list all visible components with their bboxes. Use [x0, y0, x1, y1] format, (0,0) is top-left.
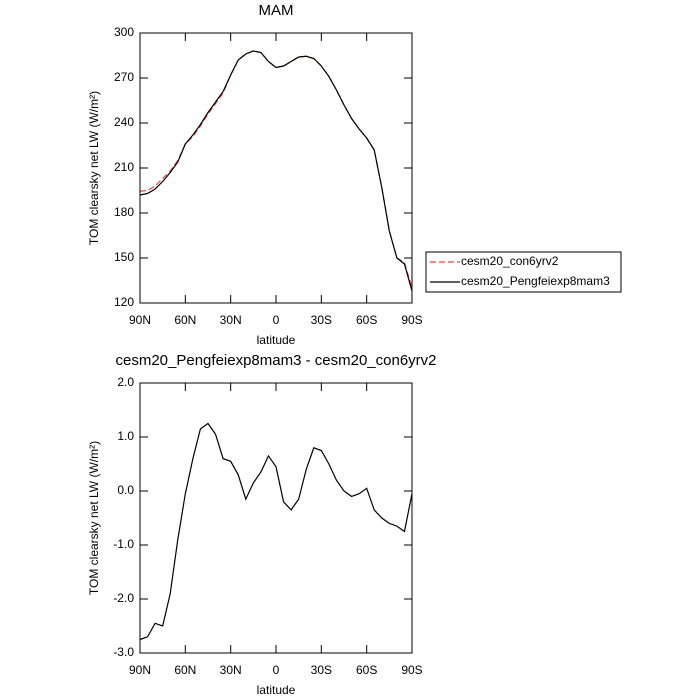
- plot-frame: [139, 382, 413, 654]
- x-axis-label: latitude: [257, 683, 296, 697]
- y-tick-label: 270: [114, 70, 134, 84]
- legend-label: cesm20_Pengfeiexp8mam3: [461, 274, 610, 288]
- y-tick-label: 240: [114, 115, 134, 129]
- x-tick-label: 90S: [401, 663, 422, 677]
- y-tick-label: -2.0: [113, 591, 134, 605]
- data-line: [139, 50, 413, 289]
- x-tick-label: 0: [273, 313, 280, 327]
- y-tick-label: 1.0: [117, 429, 134, 443]
- y-tick-label: -3.0: [113, 645, 134, 659]
- x-tick-label: 60S: [356, 313, 377, 327]
- x-tick-label: 60N: [174, 313, 196, 327]
- x-tick-label: 30S: [311, 663, 332, 677]
- y-tick-label: 120: [114, 295, 134, 309]
- chart-title: MAM: [259, 2, 294, 19]
- x-tick-label: 30N: [220, 313, 242, 327]
- x-tick-label: 60N: [174, 663, 196, 677]
- plot-frame: [139, 32, 413, 304]
- x-tick-label: 30S: [311, 313, 332, 327]
- y-tick-label: 0.0: [117, 483, 134, 497]
- x-tick-label: 0: [273, 663, 280, 677]
- y-axis-label: TOM clearsky net LW (W/m²): [87, 91, 101, 245]
- x-tick-label: 30N: [220, 663, 242, 677]
- x-tick-label: 90N: [129, 313, 151, 327]
- y-axis-label: TOM clearsky net LW (W/m²): [87, 441, 101, 595]
- data-line: [139, 422, 413, 641]
- y-tick-label: 300: [114, 25, 134, 39]
- y-tick-label: 210: [114, 160, 134, 174]
- y-tick-label: 2.0: [117, 375, 134, 389]
- x-tick-label: 60S: [356, 663, 377, 677]
- y-tick-label: 150: [114, 250, 134, 264]
- x-axis-label: latitude: [257, 333, 296, 347]
- legend-box: [425, 251, 622, 293]
- y-tick-label: -1.0: [113, 537, 134, 551]
- x-tick-label: 90N: [129, 663, 151, 677]
- legend-label: cesm20_con6yrv2: [461, 254, 559, 268]
- y-tick-label: 180: [114, 205, 134, 219]
- x-tick-label: 90S: [401, 313, 422, 327]
- data-line: [139, 50, 413, 292]
- chart-title: cesm20_Pengfeiexp8mam3 - cesm20_con6yrv2: [116, 352, 437, 369]
